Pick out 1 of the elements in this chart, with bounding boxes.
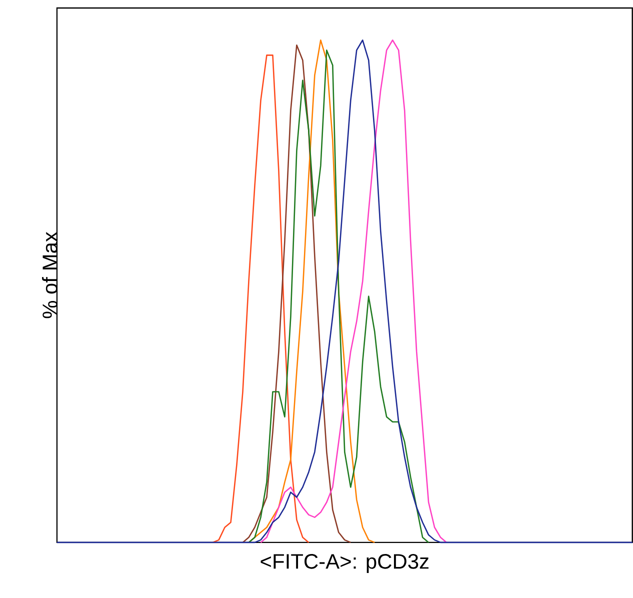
x-axis-title: <FITC-A>: pCD3z [260, 554, 429, 573]
